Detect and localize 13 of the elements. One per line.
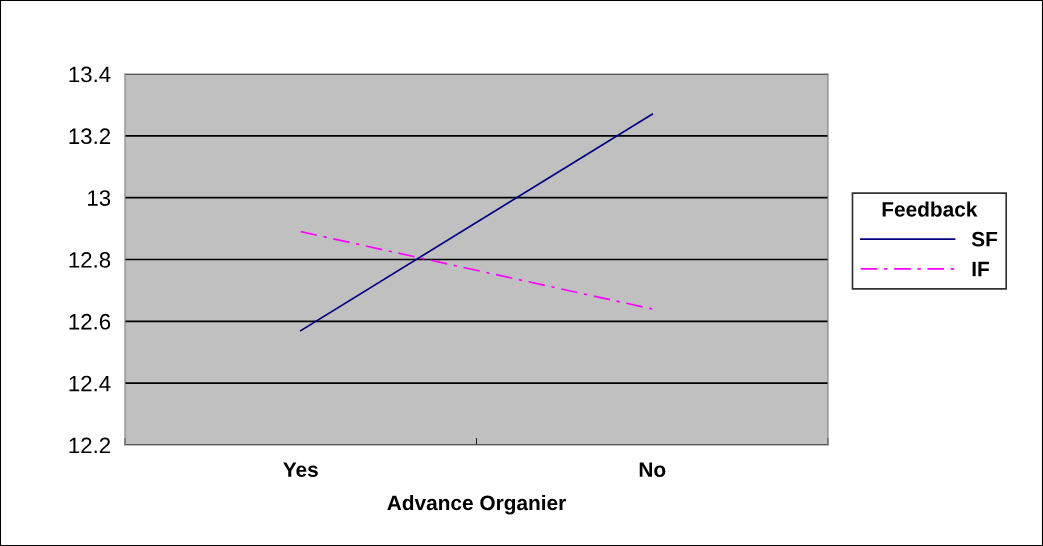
y-tick-label: 13.4 <box>69 66 111 83</box>
y-tick-label: 13 <box>88 190 111 206</box>
x-axis-title: Advance Organier <box>387 494 566 515</box>
legend-title: Feedback <box>882 201 978 217</box>
y-tick-label: 12.2 <box>69 437 110 454</box>
y-tick-label: 12.6 <box>69 313 111 330</box>
x-tick-label: No <box>639 462 666 477</box>
legend-label: SF <box>971 231 998 247</box>
y-tick-label: 12.4 <box>69 375 111 392</box>
y-tick-label: 12.8 <box>69 252 111 268</box>
x-tick-label: Yes <box>283 462 318 477</box>
legend-label: IF <box>972 261 989 277</box>
y-tick-label: 13.2 <box>69 128 110 145</box>
